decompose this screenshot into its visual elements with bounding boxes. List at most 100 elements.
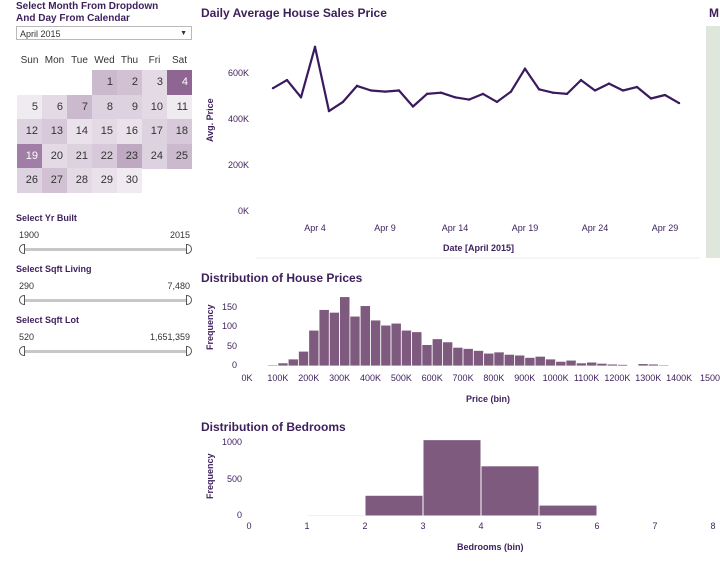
bed-hist-bar[interactable] (364, 494, 424, 517)
price-line-point[interactable] (537, 88, 541, 91)
calendar-day[interactable]: 7 (67, 94, 92, 120)
calendar-day[interactable]: 3 (142, 70, 167, 95)
map-view[interactable] (706, 26, 720, 258)
price-line-point[interactable] (509, 90, 513, 93)
calendar-day[interactable]: 21 (67, 143, 92, 169)
calendar-day[interactable]: 9 (117, 94, 142, 120)
price-line-series[interactable] (272, 45, 680, 113)
slider-track[interactable] (20, 299, 188, 302)
bed-hist-bar[interactable] (596, 514, 656, 517)
bed-hist-bar[interactable] (306, 514, 366, 517)
bed-hist-xtick: 8 (710, 521, 716, 531)
calendar-day[interactable]: 11 (167, 94, 192, 120)
calendar-day[interactable]: 10 (142, 94, 167, 120)
calendar-day[interactable]: 5 (17, 94, 42, 120)
slider-min-value: 520 (19, 332, 35, 342)
bed-hist-ytick: 500 (226, 473, 242, 484)
calendar-day[interactable]: 2 (117, 70, 142, 95)
slider-max-handle[interactable] (186, 346, 192, 356)
calendar-day[interactable]: 24 (142, 143, 167, 169)
price-line-point[interactable] (411, 105, 415, 108)
price-line-point[interactable] (635, 85, 639, 89)
price-line-point[interactable] (425, 92, 429, 96)
price-line-point[interactable] (397, 89, 401, 92)
calendar-day[interactable]: 15 (92, 119, 117, 144)
price-line-point[interactable] (285, 78, 289, 82)
price-line-point[interactable] (523, 67, 527, 70)
price-line-point[interactable] (467, 98, 471, 101)
price-line-point[interactable] (355, 84, 359, 88)
calendar-day[interactable]: 14 (67, 119, 92, 144)
slider-track[interactable] (20, 248, 188, 251)
month-day-filter-title-line2: And Day From Calendar (16, 13, 130, 24)
bed-hist-bar[interactable] (538, 504, 598, 517)
bed-hist-bar[interactable] (480, 465, 540, 517)
calendar-day[interactable]: 27 (42, 168, 67, 193)
calendar-day[interactable]: 12 (17, 119, 42, 144)
calendar-day[interactable]: 16 (117, 119, 142, 144)
slider-max-handle[interactable] (186, 244, 192, 254)
price-line-point[interactable] (453, 96, 457, 99)
price-line-point[interactable] (299, 96, 303, 99)
month-dropdown-value: April 2015 (20, 29, 61, 39)
price-line-point[interactable] (663, 93, 667, 97)
price-line-point[interactable] (481, 92, 485, 96)
calendar-day[interactable]: 6 (42, 94, 67, 120)
slider-track[interactable] (20, 350, 188, 353)
price-line-point[interactable] (313, 45, 317, 49)
price-line-point[interactable] (271, 86, 275, 90)
map-title: M (709, 6, 719, 20)
bed-hist-xtick: 7 (652, 521, 658, 531)
month-dropdown[interactable]: April 2015 ▼ (16, 26, 192, 40)
slider-min-handle[interactable] (19, 244, 25, 254)
calendar-day[interactable]: 20 (42, 143, 67, 169)
calendar-day[interactable]: 26 (17, 168, 42, 193)
bed-hist-xtick: 6 (594, 521, 600, 531)
calendar-day[interactable]: 25 (167, 143, 192, 169)
price-line-point[interactable] (593, 89, 597, 92)
price-hist-xtick: 300K (329, 373, 351, 383)
price-line-point[interactable] (439, 91, 443, 94)
chevron-down-icon: ▼ (180, 30, 187, 37)
calendar-day[interactable]: 23 (117, 143, 142, 169)
price-line-point[interactable] (327, 109, 331, 113)
price-line-point[interactable] (621, 89, 625, 92)
calendar-day[interactable]: 29 (92, 168, 117, 193)
price-line-point[interactable] (341, 100, 345, 104)
price-line-point[interactable] (565, 92, 569, 96)
price-line-point[interactable] (607, 82, 611, 85)
price-hist-xtick: 1200K (604, 373, 631, 383)
price-line-point[interactable] (551, 91, 555, 94)
line-chart-xtick: Apr 4 (304, 223, 326, 233)
calendar-day[interactable]: 17 (142, 119, 167, 144)
bed-hist-bar[interactable] (422, 439, 482, 517)
calendar-day[interactable]: 18 (167, 119, 192, 144)
price-hist-xtick: 1400K (666, 373, 693, 383)
calendar-day[interactable]: 30 (117, 168, 142, 193)
price-hist-xtick: 200K (298, 373, 320, 383)
calendar-day-selected[interactable]: 19 (17, 143, 42, 169)
price-line-point[interactable] (677, 101, 681, 105)
price-hist-bar[interactable] (658, 364, 670, 367)
calendar-day[interactable]: 1 (92, 70, 117, 95)
line-chart-xtick: Apr 14 (441, 223, 469, 233)
calendar-day[interactable]: 4 (167, 70, 192, 95)
calendar-day[interactable]: 28 (67, 168, 92, 193)
calendar-day[interactable]: 13 (42, 119, 67, 144)
price-line-point[interactable] (495, 100, 499, 104)
slider-min-value: 290 (19, 281, 35, 291)
slider-min-handle[interactable] (19, 295, 25, 305)
price-line-point[interactable] (579, 78, 583, 82)
price-line-point[interactable] (649, 97, 653, 100)
calendar-day[interactable]: 8 (92, 94, 117, 120)
slider-min-handle[interactable] (19, 346, 25, 356)
calendar-day[interactable]: 22 (92, 143, 117, 169)
price-line-point[interactable] (383, 90, 387, 93)
slider-max-handle[interactable] (186, 295, 192, 305)
price-hist-xtick: 1100K (573, 373, 600, 383)
bed-hist-xtick: 1 (304, 521, 310, 531)
line-chart-ytick: 200K (227, 160, 249, 171)
line-chart-plot (256, 45, 700, 259)
price-line-point[interactable] (369, 89, 373, 92)
price-hist-xlabel: Price (bin) (466, 394, 511, 404)
